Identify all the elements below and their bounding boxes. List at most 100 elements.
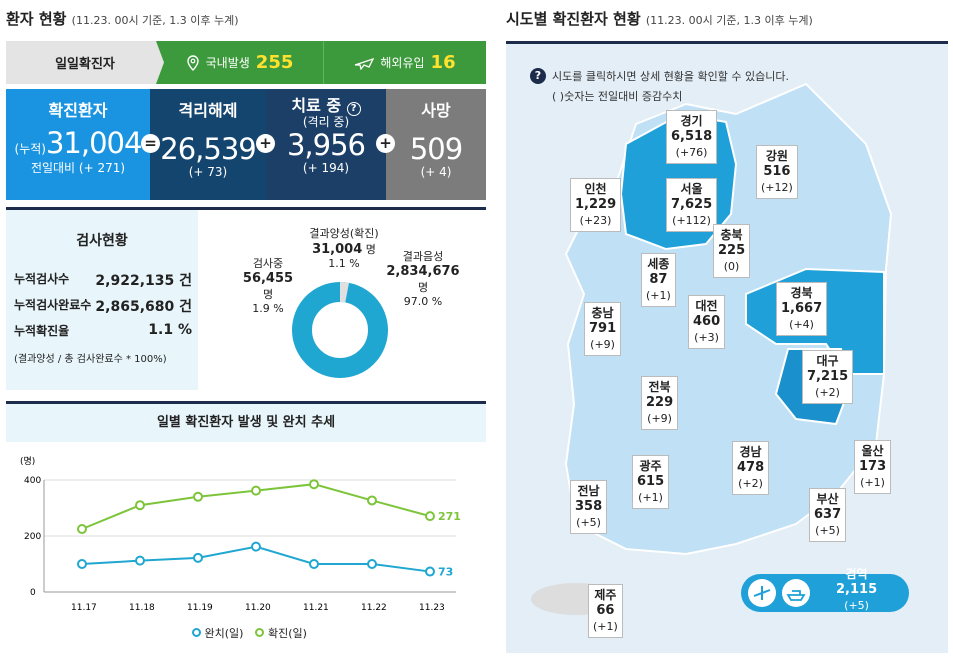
region-label[interactable]: 부산 637 (+5) bbox=[809, 488, 847, 542]
region-label[interactable]: 대구 7,215 (+2) bbox=[802, 350, 854, 404]
test-donut-chart bbox=[292, 282, 388, 378]
x-tick-label: 11.19 bbox=[187, 603, 213, 613]
domestic-cases[interactable]: 국내발생 255 bbox=[156, 41, 323, 84]
test-row: 누적검사수 2,922,135 건 bbox=[14, 272, 192, 289]
data-point[interactable] bbox=[135, 500, 145, 511]
test-status-panel: 검사현황 누적검사수 2,922,135 건 누적검사완료수 2,865,680 건… bbox=[6, 207, 486, 390]
tests-title: 검사현황 bbox=[76, 233, 128, 249]
airplane-icon bbox=[355, 57, 375, 70]
released-value: 26,539 bbox=[160, 132, 256, 166]
x-tick-label: 11.18 bbox=[129, 603, 155, 613]
test-row: 누적확진율 1.1 % bbox=[14, 322, 192, 338]
data-point[interactable] bbox=[251, 485, 261, 496]
region-label[interactable]: 경남 478 (+2) bbox=[732, 441, 770, 495]
data-point[interactable] bbox=[77, 559, 87, 569]
treatment-value: 3,956 bbox=[286, 128, 366, 162]
region-label[interactable]: 광주 615 (+1) bbox=[632, 455, 670, 509]
released-title: 격리해제 bbox=[178, 101, 238, 120]
map-hint2: ( )숫자는 전일대비 증감수치 bbox=[552, 90, 683, 103]
data-point[interactable] bbox=[425, 566, 435, 577]
location-pin-icon bbox=[186, 54, 199, 71]
confirmed-prefix: (누적) bbox=[14, 142, 46, 156]
y-tick: 400 bbox=[24, 476, 41, 486]
deaths-box: 사망 509 (+ 4) bbox=[386, 89, 486, 200]
treatment-box: 치료 중 ? (격리 중) 3,956 (+ 194) bbox=[266, 89, 386, 200]
data-point[interactable] bbox=[193, 552, 203, 563]
daily-confirmed-bar: 일일확진자 국내발생 255 해외유입 16 bbox=[6, 41, 486, 84]
x-tick-label: 11.22 bbox=[361, 603, 387, 613]
donut-negative bbox=[292, 282, 388, 378]
map-hint: ? 시도를 클릭하시면 상세 현황을 확인할 수 있습니다. bbox=[530, 68, 789, 84]
x-tick-label: 11.23 bbox=[419, 603, 445, 613]
overseas-value: 16 bbox=[430, 52, 456, 73]
region-label[interactable]: 경북 1,667 (+4) bbox=[776, 282, 828, 336]
x-tick-label: 11.21 bbox=[303, 603, 329, 613]
region-label[interactable]: 경기 6,518 (+76) bbox=[666, 110, 718, 164]
domestic-value: 255 bbox=[255, 52, 294, 73]
region-label[interactable]: 서울 7,625 (+112) bbox=[666, 178, 718, 232]
domestic-label: 국내발생 bbox=[205, 56, 250, 70]
data-point[interactable] bbox=[367, 495, 377, 506]
chart-legend: 완치(일) 확진(일) bbox=[192, 625, 307, 641]
legend-recovered: 완치(일) bbox=[192, 625, 243, 641]
region-label[interactable]: 울산 173 (+1) bbox=[854, 440, 892, 494]
plus-sign-2: + bbox=[376, 134, 395, 153]
trend-title: 일별 확진환자 발생 및 완치 추세 bbox=[6, 404, 486, 442]
data-point[interactable] bbox=[77, 524, 87, 534]
donut-pending-positive bbox=[339, 282, 349, 303]
right-header: 시도별 확진환자 현황 (11.23. 00시 기준, 1.3 이후 누계) bbox=[506, 10, 813, 28]
data-point[interactable] bbox=[251, 541, 261, 552]
released-change: (+ 73) bbox=[188, 165, 228, 179]
korea-map bbox=[531, 82, 909, 615]
region-label[interactable]: 인천 1,229 (+23) bbox=[570, 178, 622, 232]
regional-map-panel: ? 시도를 클릭하시면 상세 현황을 확인할 수 있습니다. ( )숫자는 전일… bbox=[506, 41, 948, 653]
data-point[interactable] bbox=[309, 559, 319, 569]
legend-confirmed: 확진(일) bbox=[255, 625, 307, 641]
released-box: 격리해제 26,539 (+ 73) bbox=[150, 89, 266, 200]
left-header: 환자 현황 (11.23. 00시 기준, 1.3 이후 누계) bbox=[6, 10, 239, 28]
region-label[interactable]: 전북 229 (+9) bbox=[641, 376, 679, 430]
pending-label: 검사중 56,455 명 1.9 % bbox=[242, 257, 294, 315]
trend-chart: (명) 400 200 0 11.17 11.18 11.19 11.20 11.21 1… bbox=[20, 456, 461, 613]
region-label[interactable]: 충남 791 (+9) bbox=[584, 302, 622, 356]
deaths-title: 사망 bbox=[421, 101, 451, 120]
help-icon: ? bbox=[530, 68, 546, 84]
region-label[interactable]: 강원 516 (+12) bbox=[756, 145, 798, 199]
data-point[interactable] bbox=[135, 555, 145, 566]
equals-sign: = bbox=[141, 134, 160, 153]
deaths-change: (+ 4) bbox=[420, 165, 452, 179]
y-unit: (명) bbox=[20, 456, 35, 467]
series-end-label: 271 bbox=[438, 510, 461, 523]
overseas-cases[interactable]: 해외유입 16 bbox=[323, 41, 486, 84]
deaths-value: 509 bbox=[409, 132, 463, 166]
confirmed-value: 31,004 bbox=[45, 126, 142, 160]
test-row: 누적검사완료수 2,865,680 건 bbox=[14, 298, 192, 315]
ship-icon bbox=[782, 579, 810, 607]
region-label[interactable]: 전남 358 (+5) bbox=[570, 480, 608, 534]
region-label[interactable]: 충북 225 (0) bbox=[713, 224, 751, 278]
region-label[interactable]: 대전 460 (+3) bbox=[688, 295, 726, 349]
region-label[interactable]: 제주 66 (+1) bbox=[588, 584, 623, 638]
negative-label: 결과음성 2,834,676 명 97.0 % bbox=[386, 250, 460, 308]
data-point[interactable] bbox=[367, 559, 377, 569]
region-label[interactable]: 검역 2,115 (+5) bbox=[836, 567, 878, 612]
region-label[interactable]: 세종 87 (+1) bbox=[641, 253, 676, 307]
help-icon[interactable]: ? bbox=[346, 102, 361, 116]
treatment-sub: (격리 중) bbox=[302, 115, 350, 129]
series-end-label: 73 bbox=[438, 566, 453, 579]
data-point[interactable] bbox=[193, 491, 203, 502]
daily-label: 일일확진자 bbox=[6, 41, 164, 84]
y-tick: 0 bbox=[30, 588, 36, 598]
test-stats: 검사현황 누적검사수 2,922,135 건 누적검사완료수 2,865,680 건… bbox=[6, 210, 198, 390]
plus-sign-1: + bbox=[256, 134, 275, 153]
confirmed-change: 전일대비 (+ 271) bbox=[30, 161, 126, 175]
quarantine-pill[interactable] bbox=[741, 574, 909, 612]
tests-note: (결과양성 / 총 검사완료수 * 100%) bbox=[14, 354, 167, 365]
y-tick: 200 bbox=[24, 532, 41, 542]
data-point[interactable] bbox=[309, 479, 319, 490]
treatment-title: 치료 중 bbox=[291, 96, 342, 115]
x-tick-label: 11.20 bbox=[245, 603, 271, 613]
confirmed-box: 확진환자 (누적)31,004 전일대비 (+ 271) bbox=[6, 89, 150, 200]
data-point[interactable] bbox=[425, 511, 435, 522]
positive-label: 결과양성(확진) 31,004 명 1.1 % bbox=[309, 227, 379, 270]
